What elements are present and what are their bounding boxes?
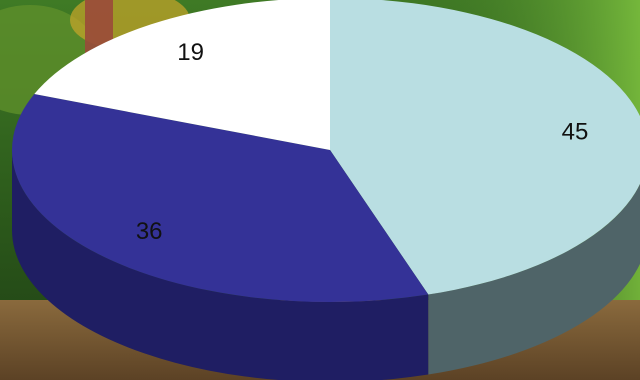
pie-slice-side-36	[12, 151, 429, 380]
pie-slice-19	[34, 0, 330, 150]
pie-slice-36	[12, 94, 429, 302]
pie-slice-label-19: 19	[177, 39, 204, 66]
pie-chart: 45 36 19	[12, 0, 640, 380]
pie-slice-label-45: 45	[562, 118, 589, 145]
pie-slice-side-45	[428, 183, 640, 375]
pie-slice-45	[330, 0, 640, 295]
pie-slice-label-36: 36	[136, 218, 163, 245]
